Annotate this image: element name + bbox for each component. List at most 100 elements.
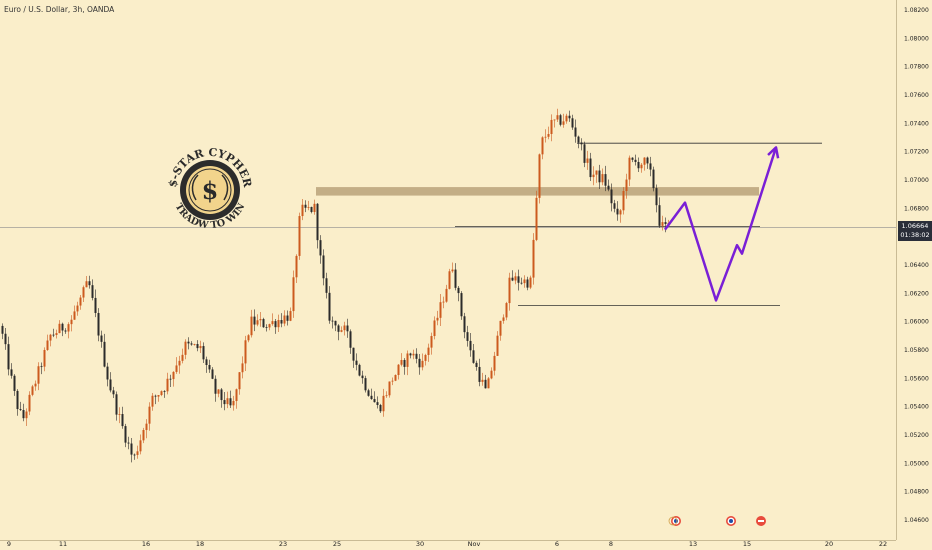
candle: [181, 348, 184, 364]
candle: [337, 324, 340, 341]
candle: [463, 312, 466, 339]
candle: [253, 309, 256, 332]
candle-body: [334, 320, 337, 326]
candle-body: [457, 287, 460, 294]
candle: [133, 453, 136, 460]
flag-icon[interactable]: [668, 516, 681, 526]
candle: [232, 395, 235, 411]
candle: [520, 277, 523, 285]
candle-body: [508, 277, 511, 304]
candle-body: [562, 121, 565, 125]
candle-body: [598, 170, 601, 183]
candle-body: [109, 379, 112, 391]
candle: [556, 108, 559, 123]
candle: [616, 201, 619, 221]
candle-body: [448, 271, 451, 289]
candle: [115, 391, 118, 421]
candle-body: [580, 142, 583, 145]
candle: [640, 162, 643, 173]
candle-body: [481, 379, 484, 382]
candle-body: [490, 370, 493, 379]
x-tick-label: Nov: [468, 540, 481, 548]
candle: [448, 268, 451, 290]
candle-body: [328, 292, 331, 321]
candle: [529, 275, 532, 290]
current-price-badge[interactable]: 1.06664 01:38:02: [898, 221, 932, 241]
candle: [325, 272, 328, 299]
candle-body: [238, 372, 241, 390]
candle-body: [271, 321, 274, 325]
candle: [64, 328, 67, 334]
resistance-zone: [316, 187, 759, 196]
candle: [454, 263, 457, 291]
candle-body: [475, 362, 478, 367]
candle: [94, 289, 97, 318]
flag-icon[interactable]: [726, 516, 736, 526]
candle-body: [538, 154, 541, 198]
candles: [1, 108, 670, 463]
candle-body: [160, 391, 163, 396]
candle-body: [484, 379, 487, 389]
y-tick-label: 1.07400: [904, 120, 929, 127]
candle-body: [136, 451, 139, 455]
y-tick-label: 1.08000: [904, 35, 929, 42]
candle: [67, 322, 70, 339]
candle-body: [274, 321, 277, 328]
candle-body: [550, 119, 553, 135]
candle-body: [58, 323, 61, 334]
candle-body: [400, 360, 403, 365]
candle-body: [421, 360, 424, 368]
candle: [517, 269, 520, 291]
candle: [457, 286, 460, 302]
candle-body: [190, 343, 193, 345]
flag-icon[interactable]: [756, 516, 766, 526]
candle-body: [394, 375, 397, 381]
candle: [547, 126, 550, 140]
candle: [634, 154, 637, 166]
candle-body: [358, 364, 361, 376]
candle-body: [646, 157, 649, 164]
candle: [370, 388, 373, 400]
candle: [379, 403, 382, 413]
candle-body: [478, 366, 481, 382]
candle-body: [52, 334, 55, 336]
candle-body: [70, 319, 73, 325]
candle-body: [622, 191, 625, 211]
candle-body: [4, 333, 7, 345]
x-tick-label: 23: [279, 540, 287, 548]
candle: [109, 372, 112, 393]
candle: [481, 372, 484, 386]
candle-body: [397, 364, 400, 376]
candle: [592, 166, 595, 186]
candle: [334, 320, 337, 332]
candle: [130, 437, 133, 463]
event-icons[interactable]: [668, 516, 766, 526]
candle-body: [361, 375, 364, 379]
candle-body: [577, 136, 580, 143]
candle-body: [586, 158, 589, 163]
candle-body: [163, 391, 166, 392]
candle-body: [442, 301, 445, 303]
candle-body: [571, 118, 574, 128]
candle-body: [40, 366, 43, 368]
candle-body: [349, 331, 352, 348]
candle-body: [37, 366, 40, 384]
candle: [127, 436, 130, 450]
candle: [403, 358, 406, 375]
time-axis[interactable]: 9 11 16 18 23 25 30 Nov 6 8 13 15 20 22: [7, 540, 887, 548]
candle: [154, 394, 157, 405]
candle-body: [382, 395, 385, 412]
candle: [340, 326, 343, 333]
candle-body: [259, 319, 262, 321]
candle-body: [307, 206, 310, 208]
candle: [400, 353, 403, 367]
candle: [427, 343, 430, 362]
candle-body: [403, 360, 406, 367]
projection-path: [663, 147, 778, 302]
candle: [295, 254, 298, 283]
x-tick-label: 30: [416, 540, 424, 548]
candle-body: [283, 315, 286, 324]
candle-body: [502, 317, 505, 321]
